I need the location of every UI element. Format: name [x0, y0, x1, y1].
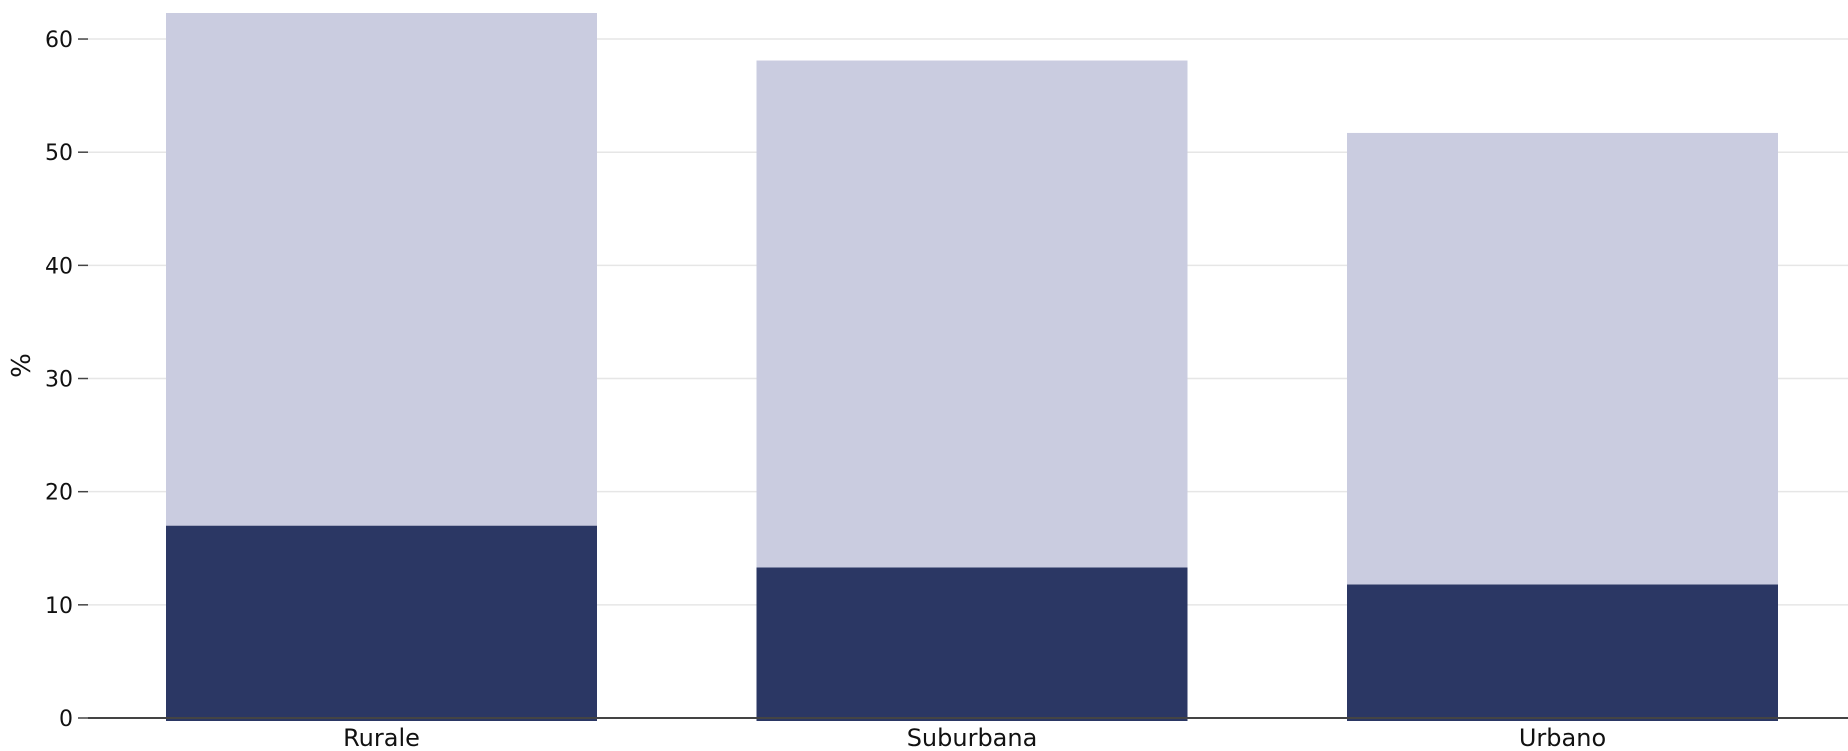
- bars: [166, 13, 1778, 721]
- y-axis-ticks: 0 10 20 30 40 50 60: [45, 28, 88, 732]
- bar-segment-rurale-series-1: [166, 13, 597, 526]
- y-tick-label: 10: [45, 594, 73, 619]
- bar-segment-suburbana-series-0: [756, 567, 1188, 721]
- x-axis-labels: Rurale Suburbana Urbano: [343, 724, 1606, 751]
- y-axis-title: %: [7, 353, 37, 378]
- x-tick-label: Rurale: [343, 724, 420, 751]
- y-tick-label: 20: [45, 481, 73, 506]
- y-tick-label: 30: [45, 368, 73, 393]
- x-tick-label: Suburbana: [907, 724, 1038, 751]
- bar-segment-rurale-series-0: [166, 525, 597, 721]
- x-tick-label: Urbano: [1519, 724, 1606, 751]
- bar-segment-urbano-series-1: [1347, 132, 1778, 585]
- y-tick-label: 50: [45, 141, 73, 166]
- bar-segment-suburbana-series-1: [756, 60, 1188, 568]
- y-tick-label: 40: [45, 254, 73, 279]
- y-tick-label: 60: [45, 28, 73, 53]
- y-tick-label: 0: [59, 707, 73, 732]
- bar-segment-urbano-series-0: [1347, 584, 1778, 721]
